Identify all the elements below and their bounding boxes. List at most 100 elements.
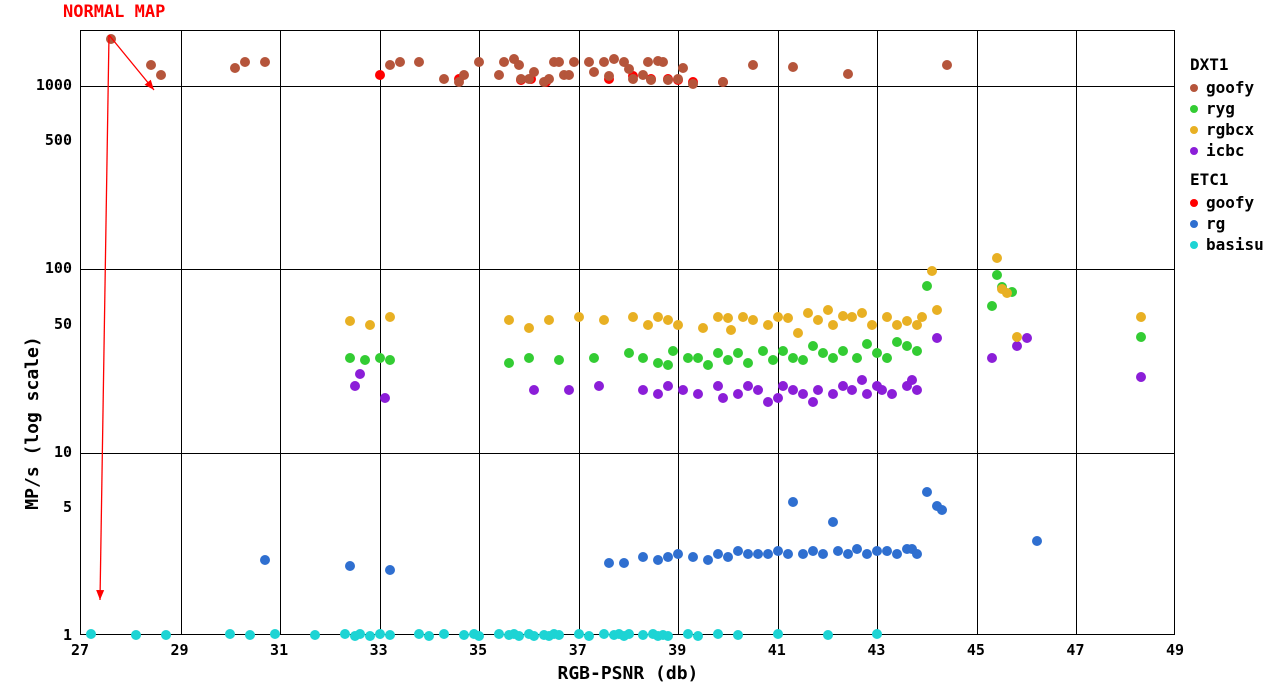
gridline-v	[579, 31, 580, 634]
data-point	[350, 381, 360, 391]
data-point	[494, 70, 504, 80]
x-tick-label: 47	[1066, 641, 1084, 659]
data-point	[773, 393, 783, 403]
data-point	[887, 389, 897, 399]
gridline-v	[778, 31, 779, 634]
data-point	[743, 549, 753, 559]
data-point	[733, 630, 743, 640]
data-point	[375, 629, 385, 639]
data-point	[733, 389, 743, 399]
data-point	[668, 346, 678, 356]
data-point	[753, 549, 763, 559]
y-tick-label: 500	[45, 131, 72, 149]
data-point	[847, 312, 857, 322]
legend-dot-icon	[1190, 84, 1198, 92]
data-point	[872, 629, 882, 639]
data-point	[828, 353, 838, 363]
data-point	[589, 353, 599, 363]
data-point	[726, 325, 736, 335]
data-point	[653, 358, 663, 368]
data-point	[693, 389, 703, 399]
data-point	[688, 552, 698, 562]
data-point	[1136, 312, 1146, 322]
data-point	[773, 629, 783, 639]
data-point	[524, 353, 534, 363]
data-point	[146, 60, 156, 70]
data-point	[902, 341, 912, 351]
data-point	[514, 60, 524, 70]
data-point	[838, 346, 848, 356]
legend-dot-icon	[1190, 199, 1198, 207]
data-point	[161, 630, 171, 640]
data-point	[643, 320, 653, 330]
data-point	[424, 631, 434, 641]
y-tick-label: 5	[63, 498, 72, 516]
legend-group-title: DXT1	[1190, 55, 1264, 74]
data-point	[713, 381, 723, 391]
data-point	[544, 315, 554, 325]
data-point	[852, 544, 862, 554]
data-point	[1136, 332, 1146, 342]
legend-dot-icon	[1190, 126, 1198, 134]
x-tick-label: 37	[569, 641, 587, 659]
data-point	[131, 630, 141, 640]
data-point	[599, 57, 609, 67]
data-point	[86, 629, 96, 639]
data-point	[395, 57, 405, 67]
data-point	[663, 360, 673, 370]
data-point	[813, 385, 823, 395]
data-point	[345, 353, 355, 363]
data-point	[912, 549, 922, 559]
data-point	[907, 375, 917, 385]
data-point	[753, 385, 763, 395]
data-point	[628, 74, 638, 84]
data-point	[703, 360, 713, 370]
data-point	[773, 312, 783, 322]
data-point	[106, 34, 116, 44]
x-tick-label: 29	[171, 641, 189, 659]
data-point	[230, 63, 240, 73]
data-point	[843, 69, 853, 79]
data-point	[604, 558, 614, 568]
y-tick-label: 1000	[36, 76, 72, 94]
data-point	[808, 546, 818, 556]
data-point	[240, 57, 250, 67]
data-point	[718, 77, 728, 87]
data-point	[663, 75, 673, 85]
gridline-v	[479, 31, 480, 634]
legend-group-title: ETC1	[1190, 170, 1264, 189]
legend-item-label: goofy	[1206, 193, 1254, 212]
gridline-v	[181, 31, 182, 634]
data-point	[599, 315, 609, 325]
data-point	[788, 385, 798, 395]
gridline-v	[877, 31, 878, 634]
data-point	[733, 348, 743, 358]
data-point	[738, 312, 748, 322]
legend-dot-icon	[1190, 220, 1198, 228]
x-tick-label: 43	[867, 641, 885, 659]
data-point	[798, 355, 808, 365]
data-point	[345, 561, 355, 571]
data-point	[514, 631, 524, 641]
data-point	[917, 312, 927, 322]
data-point	[828, 389, 838, 399]
data-point	[638, 630, 648, 640]
data-point	[385, 630, 395, 640]
data-point	[857, 308, 867, 318]
data-point	[260, 555, 270, 565]
data-point	[663, 381, 673, 391]
scatter-chart: NORMAL MAP RGB-PSNR (db) MP/s (log scale…	[0, 0, 1281, 700]
y-tick-label: 100	[45, 259, 72, 277]
data-point	[693, 353, 703, 363]
legend-dot-icon	[1190, 241, 1198, 249]
data-point	[1032, 536, 1042, 546]
legend-item-label: ryg	[1206, 99, 1235, 118]
data-point	[360, 355, 370, 365]
data-point	[260, 57, 270, 67]
data-point	[713, 348, 723, 358]
data-point	[892, 549, 902, 559]
data-point	[882, 546, 892, 556]
data-point	[554, 57, 564, 67]
data-point	[340, 629, 350, 639]
gridline-v	[678, 31, 679, 634]
